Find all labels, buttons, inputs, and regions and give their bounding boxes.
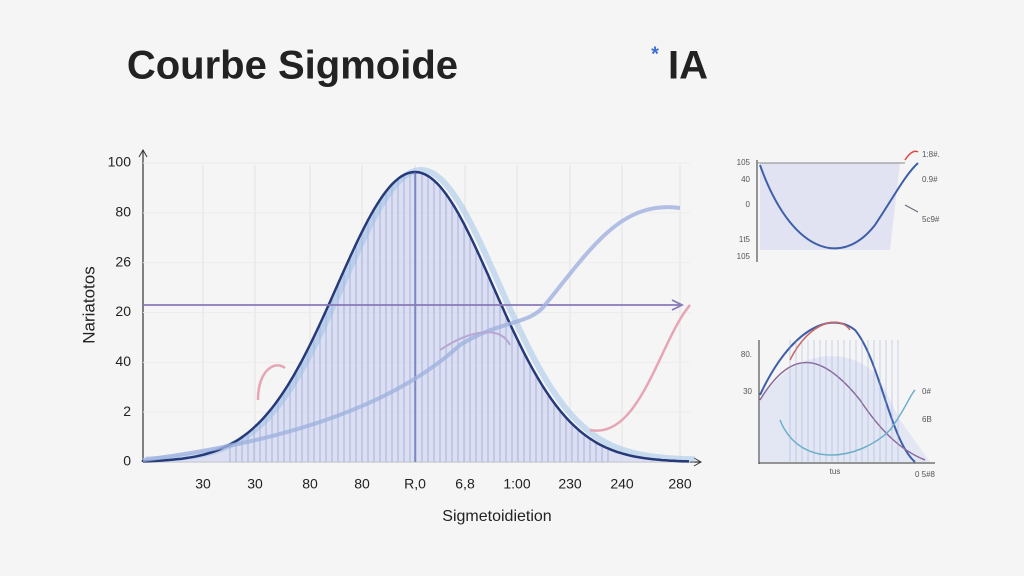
x-tick-label: R,0 — [404, 476, 426, 492]
inset-label: 80. — [741, 350, 752, 359]
inset-label: 0 5#8 — [915, 470, 936, 479]
x-tick-label: 80 — [302, 476, 318, 492]
inset-label: 0 — [746, 200, 751, 209]
y-tick-label: 20 — [115, 303, 131, 319]
y-tick-label: 2 — [123, 403, 131, 419]
purple-curve — [439, 331, 511, 351]
y-tick-label: 26 — [115, 253, 131, 269]
y-tick-label: 100 — [108, 154, 132, 170]
y-tick-label: 80 — [115, 204, 131, 220]
x-tick-label: 280 — [668, 476, 692, 492]
axis-arrow — [138, 148, 148, 158]
arrow — [671, 299, 685, 311]
y-tick-label: 40 — [115, 353, 131, 369]
inset-label: 5c9# — [922, 215, 940, 224]
area — [760, 356, 930, 462]
curve — [904, 150, 919, 161]
inset-bottom: 80. 30 0# 6B tus 0 5#8 — [741, 321, 936, 479]
x-axis-label: Sigmetoidietion — [442, 508, 551, 525]
x-tick-label: 230 — [558, 476, 582, 492]
main-chart: Nariatotos Sigmetoidietion 1008026204020… — [79, 148, 703, 525]
sigmoid — [142, 205, 681, 462]
pointer — [904, 204, 919, 213]
bell-glow — [146, 166, 696, 463]
title-suffix: IA — [668, 44, 708, 88]
inset-top: 105 40 0 1t5 105 1:8#. 0.9# 5c9# — [737, 150, 940, 262]
title: Courbe Sigmoide — [127, 44, 458, 88]
curve — [759, 361, 926, 461]
curve — [759, 162, 919, 250]
area — [760, 163, 900, 250]
y-axis-label: Nariatotos — [79, 266, 98, 343]
x-tick-label: 30 — [247, 476, 263, 492]
inset-label: 6B — [922, 415, 932, 424]
inset-label: 105 — [737, 158, 751, 167]
axis-arrow — [693, 457, 703, 467]
inset-label: 1t5 — [739, 235, 751, 244]
curve — [779, 389, 916, 456]
inset-label: 30 — [743, 387, 752, 396]
x-tick-label: 6,8 — [455, 476, 475, 492]
x-tick-label: 30 — [195, 476, 211, 492]
inset-label: 40 — [741, 175, 750, 184]
x-tick-label: 240 — [610, 476, 634, 492]
y-tick-label: 0 — [123, 453, 131, 469]
bell-area — [143, 172, 690, 462]
inset-label: 105 — [737, 252, 751, 261]
pink-curve — [589, 304, 691, 432]
x-tick-label: 1:00 — [503, 476, 530, 492]
x-tick-label: 80 — [354, 476, 370, 492]
pink-loop — [256, 364, 286, 401]
inset-label: 0# — [922, 387, 931, 396]
inset-label: tus — [830, 467, 841, 476]
inset-label: 1:8#. — [922, 150, 940, 159]
title-mark: * — [651, 43, 659, 65]
inset-label: 0.9# — [922, 175, 938, 184]
